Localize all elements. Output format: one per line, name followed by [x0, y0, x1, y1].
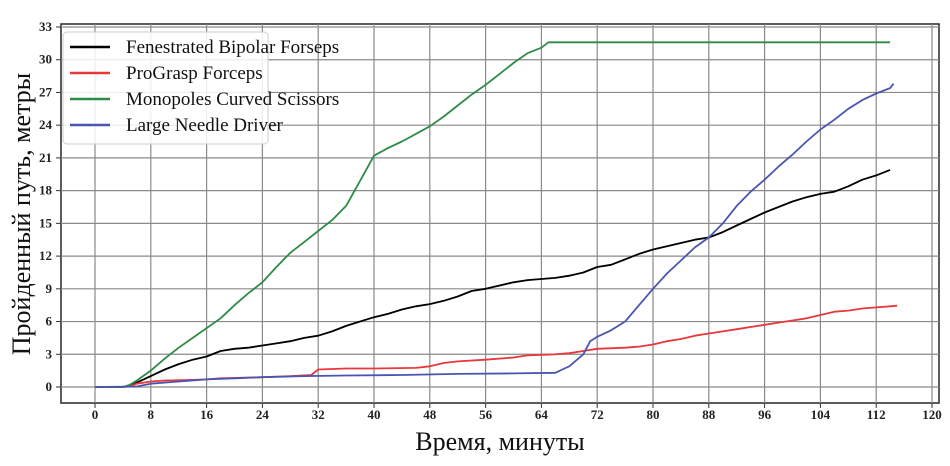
x-tick-label: 24 — [256, 407, 270, 422]
y-tick-label: 12 — [39, 248, 52, 263]
y-tick-label: 9 — [46, 281, 53, 296]
series-line-2 — [95, 41, 891, 388]
legend-label: Fenestrated Bipolar Forseps — [126, 37, 339, 58]
x-tick-label: 120 — [922, 407, 942, 422]
series-line-3 — [94, 83, 895, 388]
y-tick-label: 33 — [39, 19, 53, 34]
x-tick-label: 112 — [867, 407, 886, 422]
series-lines — [94, 41, 898, 388]
y-tick-label: 15 — [39, 215, 53, 230]
x-tick-label: 48 — [423, 407, 437, 422]
x-tick-label: 56 — [479, 407, 493, 422]
x-tick-label: 16 — [200, 407, 214, 422]
x-tick-label: 8 — [148, 407, 155, 422]
y-tick-label: 27 — [39, 84, 53, 99]
series-line-0 — [95, 169, 891, 388]
legend-label: ProGrasp Forceps — [126, 63, 263, 84]
legend-label: Monopoles Curved Scissors — [126, 89, 339, 110]
x-tick-label: 96 — [758, 407, 772, 422]
legend-box — [62, 31, 269, 145]
y-axis-title: Пройденный путь, метры — [7, 73, 36, 355]
x-tick-label: 40 — [368, 407, 381, 422]
x-tick-label: 80 — [647, 407, 660, 422]
y-tick-label: 18 — [39, 183, 53, 198]
y-tick-label: 3 — [46, 346, 53, 361]
x-tick-label: 88 — [702, 407, 716, 422]
x-tick-label: 104 — [811, 407, 831, 422]
y-tick-label: 0 — [46, 379, 53, 394]
y-tick-label: 30 — [39, 52, 52, 67]
x-tick-label: 72 — [591, 407, 604, 422]
x-axis-title: Время, минуты — [415, 427, 584, 456]
legend: Fenestrated Bipolar Forseps ProGrasp Forc… — [62, 31, 339, 145]
x-tick-label: 64 — [535, 407, 549, 422]
x-tick-label: 32 — [312, 407, 325, 422]
y-tick-label: 6 — [46, 314, 53, 329]
y-tick-label: 24 — [39, 117, 53, 132]
x-axis-ticks: 0 8 16 24 32 40 48 56 64 72 80 88 96 104 112 120 — [92, 403, 942, 422]
y-axis-ticks: 0 3 6 9 12 15 18 21 24 27 30 33 — [39, 19, 61, 394]
y-tick-label: 21 — [39, 150, 52, 165]
legend-label: Large Needle Driver — [126, 115, 284, 136]
x-tick-label: 0 — [92, 407, 99, 422]
